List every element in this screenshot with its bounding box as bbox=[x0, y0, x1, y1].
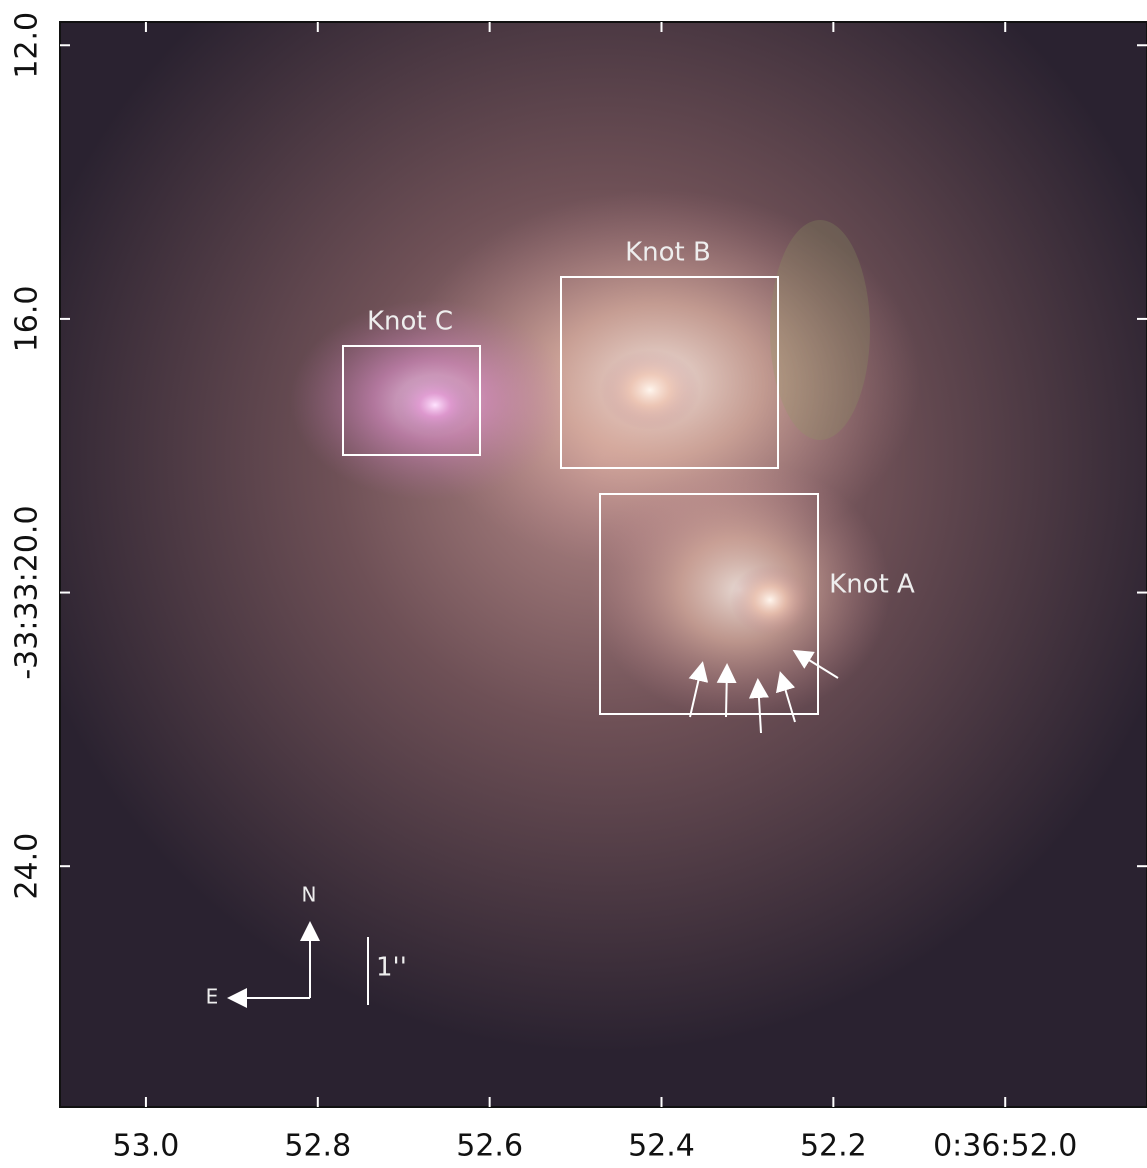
x-tick-label: 52.6 bbox=[456, 1129, 523, 1164]
scale-label: 1'' bbox=[376, 953, 407, 983]
knot-label: Knot B bbox=[625, 238, 711, 268]
x-tick-label: 52.4 bbox=[628, 1129, 695, 1164]
chart: Knot C Knot B Knot A N E 1'' 53.0 52.8 52.… bbox=[0, 0, 1147, 1168]
x-tick-label: 52.8 bbox=[284, 1129, 351, 1164]
x-tick-label: 53.0 bbox=[113, 1129, 180, 1164]
knot-label: Knot C bbox=[367, 307, 453, 337]
compass-label: N bbox=[302, 883, 317, 907]
compass-label: E bbox=[206, 985, 219, 1009]
x-tick-label: 0:36:52.0 bbox=[933, 1129, 1077, 1164]
y-tick-label: 24.0 bbox=[10, 833, 45, 900]
image bbox=[60, 22, 1147, 1107]
y-tick-label: 12.0 bbox=[10, 12, 45, 79]
arrow bbox=[726, 667, 727, 717]
knot-label: Knot A bbox=[829, 570, 915, 600]
y-tick-label: 16.0 bbox=[10, 286, 45, 353]
y-tick-label: -33:33:20.0 bbox=[10, 505, 45, 679]
x-tick-label: 52.2 bbox=[800, 1129, 867, 1164]
